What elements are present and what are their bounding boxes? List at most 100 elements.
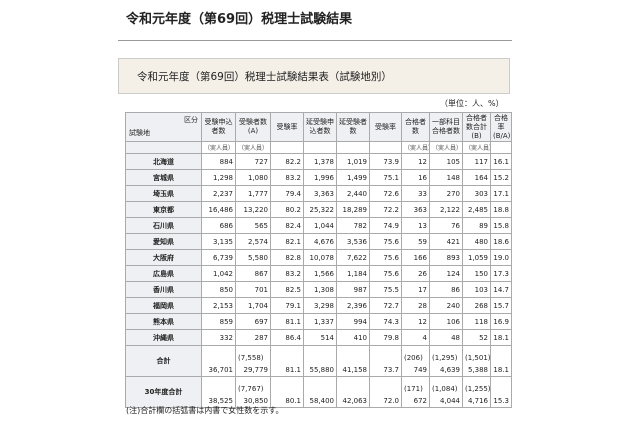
value-cell: 268 <box>462 297 491 314</box>
data-row: 東京都 16,486 13,220 80.2 25,322 18,289 72.2 363 2,… <box>125 201 512 218</box>
value-cell: 86 <box>429 281 463 298</box>
column-header: 合格者数 <box>401 112 430 142</box>
value-cell: 782 <box>336 217 370 234</box>
data-row: 広島県 1,042 867 83.2 1,566 1,184 75.6 26 124 150 17.… <box>125 265 512 282</box>
value-cell: 106 <box>429 313 463 330</box>
value-cell: 421 <box>429 233 463 250</box>
unit-row: （実人員）（実人員）（実人員）（実人員）（実人員） <box>125 141 512 154</box>
value-cell: 86.4 <box>270 329 304 346</box>
value-cell: 103 <box>462 281 491 298</box>
value: 672 <box>413 397 427 405</box>
value-cell: 118 <box>462 313 491 330</box>
value-cell: 332 <box>201 329 236 346</box>
value-cell: 82.8 <box>270 249 304 266</box>
value-cell: 83.2 <box>270 169 304 186</box>
value-cell: 2,153 <box>201 297 236 314</box>
value: 4,044 <box>439 397 460 405</box>
unit-cell <box>369 141 402 154</box>
value-cell: 15.8 <box>490 217 512 234</box>
value-cell: 4 <box>401 329 430 346</box>
value-cell: 81.1 <box>270 313 304 330</box>
unit-cell <box>490 141 512 154</box>
value: 38,525 <box>208 397 234 405</box>
value: 4,716 <box>467 397 488 405</box>
value-cell: 150 <box>462 265 491 282</box>
value-cell: 148 <box>429 169 463 186</box>
value-cell: 74.9 <box>369 217 402 234</box>
value-cell: 240 <box>429 297 463 314</box>
data-row: 宮城県 1,298 1,080 83.2 1,996 1,499 75.1 16 148 164 1… <box>125 169 512 186</box>
value-cell: 1,996 <box>303 169 337 186</box>
value-cell: 1,298 <box>201 169 236 186</box>
value-cell: 38,525 <box>201 376 236 408</box>
value: 29,779 <box>243 366 269 374</box>
female-count: (1,084) <box>432 385 458 393</box>
value-cell: 1,337 <box>303 313 337 330</box>
value-cell: 1,378 <box>303 153 337 170</box>
value-cell: 75.1 <box>369 169 402 186</box>
value: 42,063 <box>342 397 368 405</box>
value-cell: 410 <box>336 329 370 346</box>
region-cell: 広島県 <box>125 265 202 282</box>
region-cell: 熊本県 <box>125 313 202 330</box>
value-cell: 2,574 <box>235 233 271 250</box>
value-cell: 701 <box>235 281 271 298</box>
region-cell: 東京都 <box>125 201 202 218</box>
value-cell: 893 <box>429 249 463 266</box>
column-header: 受験率 <box>369 112 402 142</box>
value-cell: (1,295) 4,639 <box>429 345 463 377</box>
data-row: 大阪府 6,739 5,580 82.8 10,078 7,622 75.6 166 893 1,… <box>125 249 512 266</box>
value-cell: 80.1 <box>270 376 304 408</box>
value-cell: 58,400 <box>303 376 337 408</box>
value-cell: 18.1 <box>490 329 512 346</box>
value-cell: 82.5 <box>270 281 304 298</box>
value-cell: 75.5 <box>369 281 402 298</box>
value-cell: 75.6 <box>369 249 402 266</box>
value-cell: 1,059 <box>462 249 491 266</box>
corner-top: 区分 <box>184 116 198 124</box>
value-cell: 15.3 <box>490 376 512 408</box>
value-cell: 884 <box>201 153 236 170</box>
value-cell: 59 <box>401 233 430 250</box>
value-cell: 12 <box>401 313 430 330</box>
value-cell: 72.6 <box>369 185 402 202</box>
value-cell: (7,558) 29,779 <box>235 345 271 377</box>
value: 18.1 <box>493 366 509 374</box>
value-cell: 1,080 <box>235 169 271 186</box>
value-cell: 1,566 <box>303 265 337 282</box>
value: 4,639 <box>439 366 460 374</box>
value-cell: 2,237 <box>201 185 236 202</box>
section-title: 令和元年度（第69回）税理士試験結果表（試験地別） <box>118 58 510 94</box>
value-cell: 72.0 <box>369 376 402 408</box>
value-cell: 89 <box>462 217 491 234</box>
value-cell: 13,220 <box>235 201 271 218</box>
column-header: 受験申込者数 <box>201 112 236 142</box>
unit-cell: （実人員） <box>401 141 430 154</box>
value-cell: 18.6 <box>490 233 512 250</box>
value-cell: 2,396 <box>336 297 370 314</box>
value-cell: (1,501) 5,388 <box>462 345 491 377</box>
footnote: (注)合計欄の括弧書は内書で女性数を示す。 <box>126 406 284 415</box>
unit-cell <box>336 141 370 154</box>
female-count: (7,558) <box>238 354 264 362</box>
value-cell: 33 <box>401 185 430 202</box>
value-cell: 363 <box>401 201 430 218</box>
value-cell: 2,485 <box>462 201 491 218</box>
page-title: 令和元年度（第69回）税理士試験結果 <box>126 12 353 27</box>
value: 72.0 <box>383 397 399 405</box>
unit-cell: （実人員） <box>235 141 271 154</box>
region-cell: 宮城県 <box>125 169 202 186</box>
value-cell: 14.7 <box>490 281 512 298</box>
data-row: 沖縄県 332 287 86.4 514 410 79.8 4 48 52 18.1 <box>125 329 512 346</box>
total-row: 合計 36,701 (7,558) 29,779 81.1 55,880 41,158 73.… <box>125 345 512 377</box>
value: 55,880 <box>309 366 335 374</box>
value-cell: 4,676 <box>303 233 337 250</box>
value-cell: 3,135 <box>201 233 236 250</box>
value-cell: 1,019 <box>336 153 370 170</box>
value-cell: (1,084) 4,044 <box>429 376 463 408</box>
region-cell: 大阪府 <box>125 249 202 266</box>
region-cell: 埼玉県 <box>125 185 202 202</box>
value-cell: 15.7 <box>490 297 512 314</box>
value-cell: 12 <box>401 153 430 170</box>
